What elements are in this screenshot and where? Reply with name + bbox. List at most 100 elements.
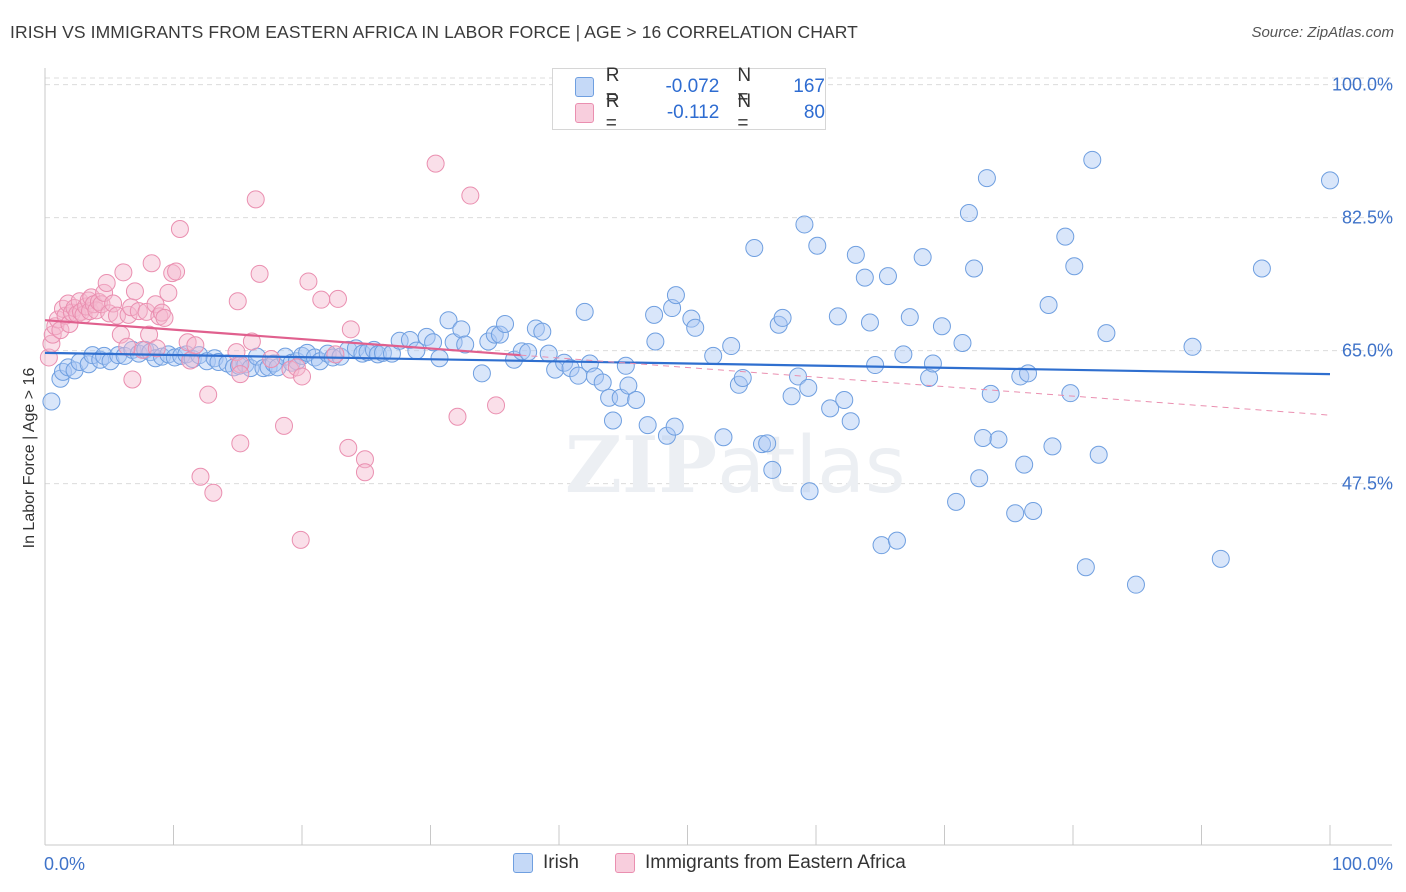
irish-point <box>894 345 913 364</box>
y-tick-label: 47.5% <box>1342 474 1393 494</box>
irish-point <box>1097 324 1116 343</box>
eastern-africa-point <box>119 305 138 324</box>
legend-n-label: N = <box>737 91 752 134</box>
irish-point <box>887 531 906 550</box>
irish-point <box>855 268 874 287</box>
eastern-africa-point <box>170 220 189 238</box>
eastern-africa-point <box>355 450 374 469</box>
irish-point <box>1061 384 1080 403</box>
irish-point <box>657 426 676 445</box>
irish-point <box>714 428 733 447</box>
eastern-africa-point <box>60 315 79 333</box>
irish-point <box>841 412 860 431</box>
eastern-africa-point <box>155 308 174 327</box>
irish-point <box>722 337 741 356</box>
legend-r-value-eastern-africa: -0.112 <box>666 102 720 123</box>
eastern-africa-point <box>339 438 358 457</box>
irish-point <box>496 315 515 333</box>
eastern-africa-point <box>59 294 78 313</box>
eastern-africa-point <box>204 483 223 502</box>
eastern-africa-point <box>191 467 210 486</box>
irish-point <box>1024 501 1043 520</box>
irish-point <box>665 417 684 436</box>
legend-r-value-irish: -0.072 <box>665 76 720 97</box>
irish-point <box>773 308 792 327</box>
irish-point <box>241 359 260 378</box>
irish-point <box>616 356 635 375</box>
eastern-africa-point <box>262 349 281 368</box>
legend-n-label: N = <box>737 65 752 108</box>
irish-point <box>745 239 764 257</box>
y-tick-label: 82.5% <box>1342 208 1393 228</box>
irish-point <box>490 325 509 344</box>
irish-point <box>1043 437 1062 456</box>
irish-point <box>682 309 701 328</box>
irish-point <box>619 376 638 395</box>
irish-point <box>965 259 984 278</box>
eastern-africa-point <box>142 254 161 273</box>
eastern-africa-point <box>118 337 137 356</box>
irish-point <box>835 391 854 409</box>
irish-point <box>1065 257 1084 276</box>
eastern-africa-point <box>287 358 306 377</box>
legend-r-label: R = <box>605 91 620 134</box>
irish-point <box>533 322 552 341</box>
irish-point <box>1076 558 1095 577</box>
irish-point <box>795 215 814 234</box>
irish-point <box>430 349 449 368</box>
irish-point <box>1039 296 1058 314</box>
eastern-africa-point <box>242 332 261 351</box>
irish-point <box>42 392 61 411</box>
irish-point <box>1019 364 1038 383</box>
legend-swatch-eastern-africa <box>575 103 594 123</box>
irish-point <box>1083 150 1102 169</box>
irish-point <box>808 236 827 255</box>
irish-point <box>1321 171 1339 190</box>
irish-point <box>456 335 475 354</box>
irish-point <box>603 411 622 430</box>
series-legend-eastern-africa[interactable]: Immigrants from Eastern Africa <box>615 852 906 874</box>
eastern-africa-point <box>159 283 178 302</box>
eastern-africa-point <box>291 530 310 549</box>
irish-point <box>866 356 885 375</box>
irish-point <box>989 430 1008 449</box>
eastern-africa-point <box>312 290 331 309</box>
irish-point <box>1183 337 1202 356</box>
irish-point <box>666 286 685 305</box>
eastern-africa-point <box>487 396 506 415</box>
eastern-africa-point <box>355 463 374 482</box>
irish-point <box>733 368 752 387</box>
irish-point <box>424 333 443 352</box>
irish-point <box>1015 455 1034 474</box>
y-axis-label: In Labor Force | Age > 16 <box>21 367 38 549</box>
irish-point <box>452 320 471 339</box>
eastern-africa-point <box>89 292 108 311</box>
legend-n-value-irish: 167 <box>793 76 825 97</box>
series-legend-irish[interactable]: Irish <box>513 852 579 874</box>
series-swatch-eastern-africa <box>615 853 635 873</box>
irish-point <box>79 355 98 374</box>
eastern-africa-point <box>326 345 345 364</box>
eastern-africa-point <box>167 262 186 281</box>
watermark-text: ZIPatlas <box>565 420 906 511</box>
irish-point <box>627 391 646 409</box>
legend-n-value-eastern-africa: 80 <box>803 102 825 123</box>
legend-swatch-irish <box>575 77 594 97</box>
eastern-africa-point <box>246 190 265 209</box>
eastern-africa-point <box>461 186 480 205</box>
y-tick-label: 100.0% <box>1332 75 1393 95</box>
eastern-africa-point <box>129 302 148 321</box>
irish-point <box>1056 227 1075 246</box>
eastern-africa-point <box>293 367 311 386</box>
series-swatch-irish <box>513 853 533 873</box>
irish-point <box>974 429 993 447</box>
irish-point <box>539 344 558 363</box>
series-label-irish: Irish <box>543 852 579 873</box>
irish-point <box>782 387 801 406</box>
irish-point <box>860 313 879 332</box>
legend-r-label: R = <box>605 65 620 108</box>
eastern-africa-point <box>231 434 250 453</box>
irish-point <box>704 346 723 365</box>
chart-title: IRISH VS IMMIGRANTS FROM EASTERN AFRICA … <box>10 22 858 42</box>
irish-point <box>254 359 273 378</box>
